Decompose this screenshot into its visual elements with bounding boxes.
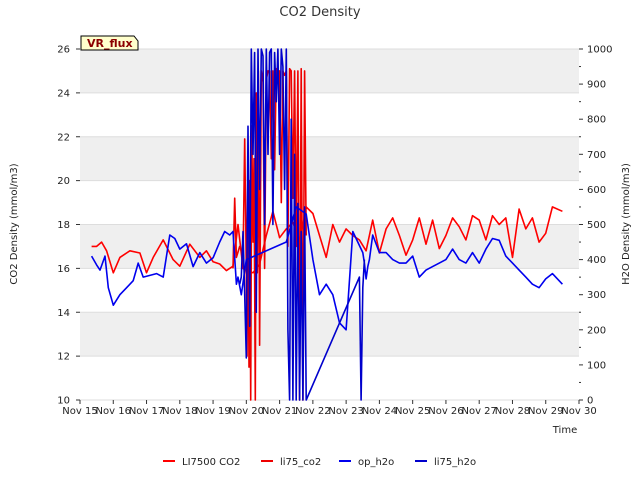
x-tick-label: Nov 21	[262, 406, 297, 417]
y2-tick-label: 900	[587, 80, 606, 91]
y-tick-label: 22	[57, 132, 70, 143]
legend-label: li75_co2	[280, 457, 321, 468]
grid-band	[80, 49, 579, 93]
series-li7500-co2	[91, 206, 563, 274]
y2-tick-label: 1000	[587, 45, 612, 56]
x-tick-label: Nov 26	[428, 406, 463, 417]
y2-tick-label: 600	[587, 185, 606, 196]
y-tick-label: 12	[57, 352, 70, 363]
x-tick-label: Nov 27	[461, 406, 496, 417]
legend-label: op_h2o	[358, 457, 394, 468]
y-tick-label: 10	[57, 396, 70, 407]
x-axis-title: Time	[552, 425, 577, 436]
x-tick-label: Nov 23	[328, 406, 363, 417]
grid-band	[80, 224, 579, 269]
vr-flux-badge: VR_flux	[80, 35, 139, 51]
y2-axis-title: H2O Density (mmol/m3)	[621, 163, 632, 285]
x-tick-label: Nov 17	[129, 406, 164, 417]
x-tick-label: Nov 15	[62, 406, 97, 417]
x-tick-label: Nov 25	[395, 406, 430, 417]
y-axis-left: 10 12 14 16 18 20 22 24 26	[57, 45, 80, 407]
y-tick-label: 20	[57, 176, 70, 187]
legend-label: LI7500 CO2	[182, 457, 240, 468]
badge-box	[80, 35, 139, 51]
x-tick-label: Nov 18	[162, 406, 197, 417]
y-tick-label: 26	[57, 45, 70, 56]
x-tick-label: Nov 19	[195, 406, 230, 417]
x-tick-label: Nov 22	[295, 406, 330, 417]
x-tick-label: Nov 24	[362, 406, 397, 417]
chart-title: CO2 Density	[279, 5, 360, 20]
legend: LI7500 CO2 li75_co2 op_h2o li75_h2o	[163, 457, 476, 468]
x-tick-label: Nov 16	[96, 406, 131, 417]
y2-tick-label: 800	[587, 115, 606, 126]
y2-tick-label: 0	[587, 396, 593, 407]
y2-tick-label: 500	[587, 220, 606, 231]
y-tick-label: 16	[57, 264, 70, 275]
grid-band	[80, 136, 579, 181]
background-bands	[80, 48, 579, 401]
y-axis-title: CO2 Density (mmol/m3)	[9, 163, 20, 284]
x-tick-label: Nov 20	[229, 406, 264, 417]
y-axis-right: 0 100 200 300 400 500 600 700 800 900 1000	[579, 45, 612, 407]
x-tick-label: Nov 30	[561, 406, 596, 417]
plot-area	[80, 48, 579, 401]
y2-tick-label: 100	[587, 360, 606, 371]
y2-tick-label: 700	[587, 150, 606, 161]
y-tick-label: 18	[57, 220, 70, 231]
y2-tick-label: 300	[587, 290, 606, 301]
x-tick-label: Nov 29	[528, 406, 563, 417]
legend-label: li75_h2o	[434, 457, 476, 468]
grid-band	[80, 312, 579, 357]
series-layer	[90, 48, 563, 401]
y2-tick-label: 400	[587, 255, 606, 266]
y-tick-label: 24	[57, 88, 70, 99]
series-li75-h2o	[238, 48, 366, 401]
y-tick-label: 14	[57, 308, 70, 319]
badge-label: VR_flux	[87, 37, 133, 50]
y2-tick-label: 200	[587, 325, 606, 336]
x-tick-label: Nov 28	[495, 406, 530, 417]
